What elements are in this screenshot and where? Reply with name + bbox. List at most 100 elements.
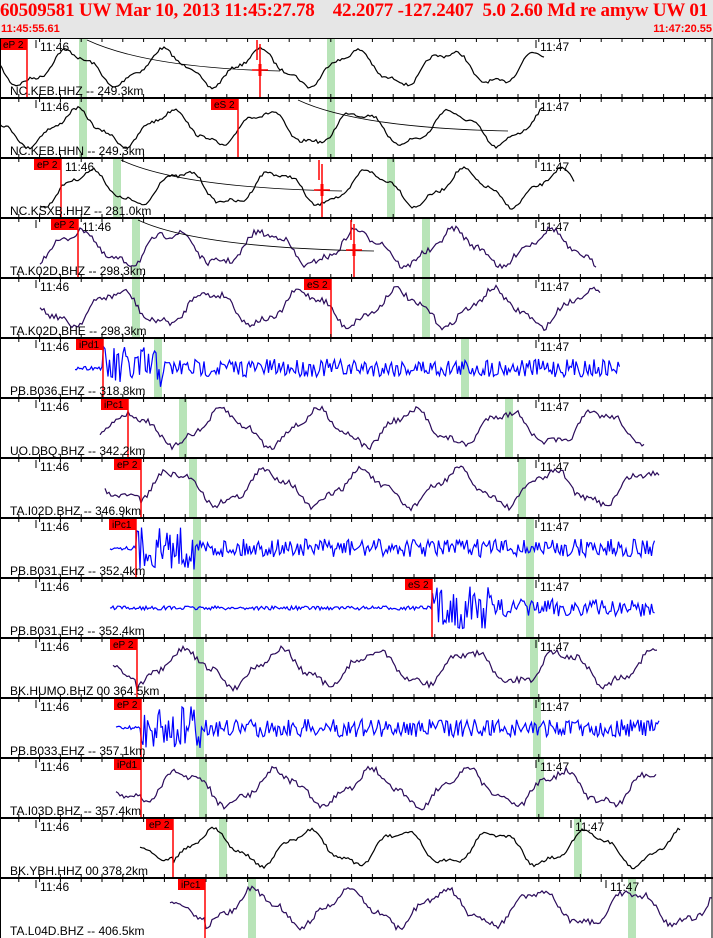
trace-panel: 11:46 11:47 iPd1 TA.I03D.BHZ -- 357.4km	[0, 754, 713, 818]
phase-pick-label: eP 2	[3, 40, 24, 51]
minute-label-1147: 11:47	[540, 640, 569, 654]
waveform	[0, 46, 545, 90]
predicted-arrival-bar	[248, 879, 256, 938]
predicted-arrival-bar	[461, 339, 469, 398]
trace-panel: 11:46 11:47 iPc1 PB.B031.EHZ -- 352.4km	[0, 514, 713, 578]
phase-pick-label: eP 2	[113, 640, 134, 651]
time-ticks	[18, 754, 706, 762]
phase-pick-flag	[101, 399, 128, 410]
time-ticks	[18, 394, 706, 402]
phase-pick-label: eP 2	[37, 160, 58, 171]
minute-label-1147: 11:47	[540, 460, 569, 474]
trace-panel: 11:46 11:47 iPc1 UO.DBQ.BHZ -- 342.2km	[0, 394, 713, 458]
trace-panel: 11:46 11:47 eP 2 BK.YBH.HHZ 00 378.2km	[0, 814, 713, 878]
station-label: TA.I03D.BHZ -- 357.4km	[10, 804, 141, 818]
minute-label-1146: 11:46	[40, 280, 69, 294]
station-label: NC.KEB.HHN -- 249.3km	[10, 144, 145, 158]
waveform	[115, 765, 657, 811]
minute-label-1146: 11:46	[40, 820, 69, 834]
phase-pick-label: iPc1	[181, 880, 201, 891]
trace-panel: 11:46 11:47 eP 2 TA.K02D.BHZ -- 298.3km	[0, 214, 713, 278]
phase-pick-label: iPd1	[79, 340, 99, 351]
phase-pick-label: iPc1	[104, 400, 124, 411]
predicted-arrival-bar	[79, 99, 87, 158]
event-header: 60509581 UW Mar 10, 2013 11:45:27.78 42.…	[0, 0, 713, 38]
phase-pick-flag	[114, 459, 141, 470]
predicted-arrival-bar	[193, 519, 201, 578]
minute-label-1146: 11:46	[65, 160, 94, 174]
predicted-arrival-bar	[526, 519, 534, 578]
s-arrival-marker-bar	[258, 64, 262, 76]
minute-label-1146: 11:46	[40, 700, 69, 714]
waveform	[74, 345, 621, 387]
waveform	[109, 527, 656, 570]
station-label: TA.I02D.BHZ -- 346.9km	[10, 504, 141, 518]
time-ticks	[18, 514, 706, 522]
predicted-arrival-bar	[179, 399, 187, 458]
phase-pick-flag	[51, 219, 78, 230]
phase-pick-label: eS 2	[307, 280, 328, 291]
minute-label-1147: 11:47	[540, 760, 569, 774]
minute-label-1146: 11:46	[40, 880, 69, 894]
phase-pick-flag	[76, 339, 103, 350]
trace-panel: 11:46 11:47 iPc1 TA.L04D.BHZ -- 406.5km	[0, 874, 713, 938]
time-ticks	[18, 874, 706, 882]
time-ticks	[18, 574, 706, 582]
waveform	[39, 284, 601, 332]
window-start-time: 11:45:55.61	[1, 23, 60, 35]
time-ticks	[18, 274, 706, 282]
predicted-arrival-bar	[530, 639, 538, 698]
trace-panel: 11:46 11:47 iPd1 PB.B036.EHZ -- 318.8km	[0, 334, 713, 398]
phase-pick-flag	[110, 639, 137, 650]
predicted-arrival-bar	[574, 819, 582, 878]
trace-panel: 11:46 11:47 eS 2 PB.B031.EH2 -- 352.4km	[0, 574, 713, 638]
predicted-arrival-bar	[505, 399, 513, 458]
station-label: PB.B036.EHZ -- 318.8km	[10, 384, 145, 398]
phase-pick-label: iPc1	[112, 520, 132, 531]
minute-label-1146: 11:46	[40, 340, 69, 354]
trace-panel: 11:46 11:47 eP 2 BK.HUMO.BHZ 00 364.5km	[0, 634, 713, 698]
predicted-arrival-bar	[196, 639, 204, 698]
minute-label-1147: 11:47	[540, 580, 569, 594]
time-ticks	[18, 214, 706, 222]
phase-pick-flag	[146, 819, 173, 830]
minute-label-1147: 11:47	[540, 400, 569, 414]
predicted-arrival-bar	[327, 39, 335, 98]
amplitude-envelope-curve	[86, 39, 281, 72]
phase-pick-label: eP 2	[149, 820, 170, 831]
waveform	[139, 826, 681, 870]
predicted-arrival-bar	[79, 39, 87, 98]
trace-panel: 11:46 11:47 eS 2 TA.K02D.BHE -- 298.3km	[0, 274, 713, 338]
phase-pick-flag	[114, 699, 141, 710]
station-label: BK.HUMO.BHZ 00 364.5km	[10, 684, 159, 698]
phase-pick-label: eP 2	[54, 220, 75, 231]
station-label: NC.KEB.HHZ -- 249.3km	[10, 84, 143, 98]
predicted-arrival-bar	[536, 759, 544, 818]
waveform	[99, 405, 645, 451]
waveform	[109, 586, 655, 630]
station-label: NC.KSXB.HHZ -- 281.0km	[10, 204, 151, 218]
station-label: TA.L04D.BHZ -- 406.5km	[10, 924, 144, 938]
waveform	[115, 705, 660, 748]
phase-pick-flag	[109, 519, 136, 530]
minute-label-1147: 11:47	[610, 880, 639, 894]
minute-label-1146: 11:46	[40, 100, 69, 114]
phase-pick-flag	[34, 159, 61, 170]
minute-label-1147: 11:47	[540, 280, 569, 294]
event-title: 60509581 UW Mar 10, 2013 11:45:27.78 42.…	[0, 0, 713, 21]
minute-label-1147: 11:47	[575, 820, 604, 834]
predicted-arrival-bar	[219, 819, 227, 878]
phase-pick-label: iPd1	[117, 760, 137, 771]
phase-pick-flag	[0, 39, 27, 50]
time-ticks	[18, 454, 706, 462]
s-arrival-marker-bar	[352, 244, 356, 256]
minute-label-1147: 11:47	[540, 160, 569, 174]
station-label: BK.YBH.HHZ 00 378.2km	[10, 864, 148, 878]
predicted-arrival-bar	[132, 219, 140, 278]
station-label: TA.K02D.BHZ -- 298.3km	[10, 264, 146, 278]
predicted-arrival-bar	[196, 699, 204, 758]
time-ticks	[18, 694, 706, 702]
minute-label-1146: 11:46	[40, 520, 69, 534]
trace-panel: 11:46 11:47 eP 2 PB.B033.EHZ -- 357.1km	[0, 694, 713, 758]
trace-panel: 11:46 11:47 eS 2 NC.KEB.HHN -- 249.3km	[0, 94, 713, 158]
